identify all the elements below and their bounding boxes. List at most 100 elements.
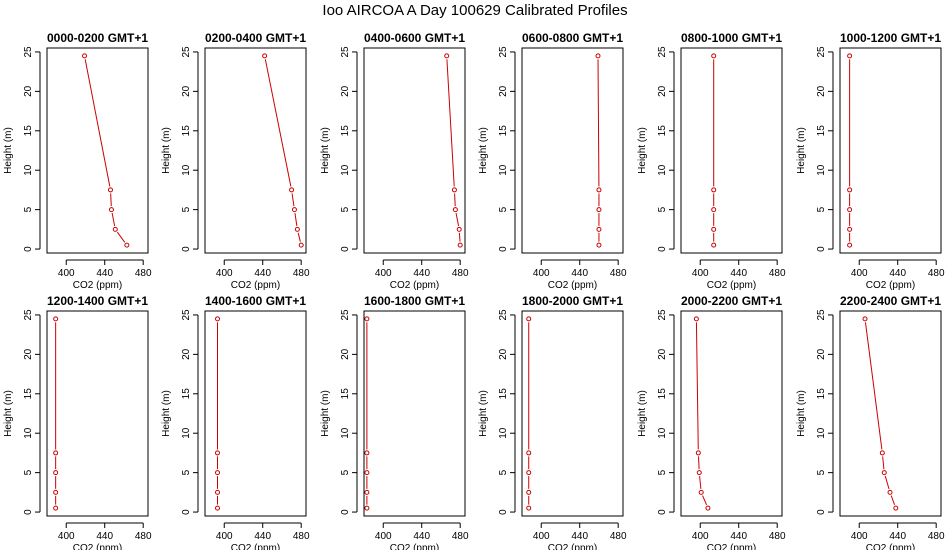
x-tick-label: 400 <box>851 531 868 542</box>
x-tick-label: 440 <box>730 268 747 279</box>
y-axis-label: Height (m) <box>796 390 807 437</box>
x-tick-label: 480 <box>135 531 152 542</box>
y-tick-label: 15 <box>657 388 668 400</box>
series-line-segment <box>454 193 456 207</box>
data-point <box>53 316 59 322</box>
series-line-segment <box>702 495 708 506</box>
y-tick-label: 0 <box>657 509 668 515</box>
data-point <box>526 316 532 322</box>
y-tick-label: 25 <box>657 309 668 321</box>
data-point <box>695 450 701 456</box>
x-tick-label: 440 <box>96 268 113 279</box>
data-point <box>711 242 717 248</box>
y-tick-label: 15 <box>816 125 827 137</box>
data-point <box>364 470 370 476</box>
data-point <box>294 226 300 232</box>
x-axis-label: CO2 (ppm) <box>548 543 597 550</box>
x-tick-label: 440 <box>730 531 747 542</box>
x-axis-label: CO2 (ppm) <box>390 543 439 550</box>
y-tick-label: 15 <box>657 125 668 137</box>
y-tick-label: 25 <box>181 309 192 321</box>
y-tick-label: 10 <box>816 164 827 176</box>
x-tick-label: 400 <box>533 531 550 542</box>
y-tick-label: 25 <box>181 46 192 58</box>
y-tick-label: 10 <box>181 164 192 176</box>
x-axis-label: CO2 (ppm) <box>390 280 439 291</box>
y-tick-label: 25 <box>340 309 351 321</box>
y-tick-label: 25 <box>340 46 351 58</box>
plot-frame <box>521 47 624 254</box>
x-tick-label: 480 <box>928 531 945 542</box>
y-tick-label: 5 <box>340 469 351 475</box>
x-axis-label: CO2 (ppm) <box>231 543 280 550</box>
data-point <box>53 470 59 476</box>
series-line-segment <box>455 212 460 227</box>
plot-frame <box>204 310 307 517</box>
y-tick-label: 5 <box>498 469 509 475</box>
data-point <box>451 187 457 193</box>
panel-title: 0600-0800 GMT+1 <box>522 31 623 45</box>
x-tick-label: 400 <box>692 531 709 542</box>
y-tick-label: 5 <box>181 469 192 475</box>
x-axis-label: CO2 (ppm) <box>707 543 756 550</box>
panel-title: 2200-2400 GMT+1 <box>840 294 941 308</box>
series-line-segment <box>697 456 700 470</box>
data-point <box>711 226 717 232</box>
data-point <box>526 450 532 456</box>
panel-title: 1000-1200 GMT+1 <box>840 31 941 45</box>
y-tick-label: 15 <box>181 125 192 137</box>
y-tick-label: 15 <box>340 125 351 137</box>
y-tick-label: 20 <box>340 348 351 360</box>
data-point <box>893 505 899 511</box>
data-point <box>698 489 704 495</box>
y-tick-label: 10 <box>340 427 351 439</box>
y-tick-label: 5 <box>23 206 34 212</box>
y-tick-label: 0 <box>23 246 34 252</box>
x-tick-label: 440 <box>571 268 588 279</box>
y-axis-label: Height (m) <box>161 390 172 437</box>
data-point <box>847 226 853 232</box>
x-axis-label: CO2 (ppm) <box>866 543 915 550</box>
data-point <box>291 207 297 213</box>
y-axis-label: Height (m) <box>161 127 172 174</box>
data-point <box>881 470 887 476</box>
y-tick-label: 0 <box>498 509 509 515</box>
data-point <box>711 53 717 59</box>
x-tick-label: 400 <box>533 268 550 279</box>
panel-title: 2000-2200 GMT+1 <box>681 294 782 308</box>
x-tick-label: 400 <box>216 268 233 279</box>
y-axis-label: Height (m) <box>478 390 489 437</box>
x-tick-label: 440 <box>413 531 430 542</box>
y-tick-label: 10 <box>340 164 351 176</box>
data-point <box>693 316 699 322</box>
series-line-segment <box>110 193 112 207</box>
data-point <box>364 505 370 511</box>
data-point <box>215 450 221 456</box>
series-line-segment <box>111 212 116 227</box>
panel-title: 1200-1400 GMT+1 <box>47 294 148 308</box>
x-tick-label: 400 <box>692 268 709 279</box>
plot-frame <box>680 47 783 254</box>
data-point <box>457 242 463 248</box>
series-line-segment <box>597 59 600 187</box>
y-axis-label: Height (m) <box>320 390 331 437</box>
y-tick-label: 15 <box>181 388 192 400</box>
y-tick-label: 20 <box>23 85 34 97</box>
plot-frame <box>363 310 466 517</box>
x-tick-label: 400 <box>375 531 392 542</box>
series-line-segment <box>116 231 126 243</box>
y-tick-label: 0 <box>816 509 827 515</box>
y-axis-label: Height (m) <box>3 390 14 437</box>
data-point <box>112 226 118 232</box>
data-point <box>711 207 717 213</box>
data-point <box>456 226 462 232</box>
y-tick-label: 25 <box>816 309 827 321</box>
data-point <box>82 53 88 59</box>
x-tick-label: 480 <box>293 531 310 542</box>
plot-frame <box>839 47 942 254</box>
data-point <box>364 450 370 456</box>
plot-frame <box>204 47 307 254</box>
y-axis-label: Height (m) <box>3 127 14 174</box>
panel-title: 0800-1000 GMT+1 <box>681 31 782 45</box>
